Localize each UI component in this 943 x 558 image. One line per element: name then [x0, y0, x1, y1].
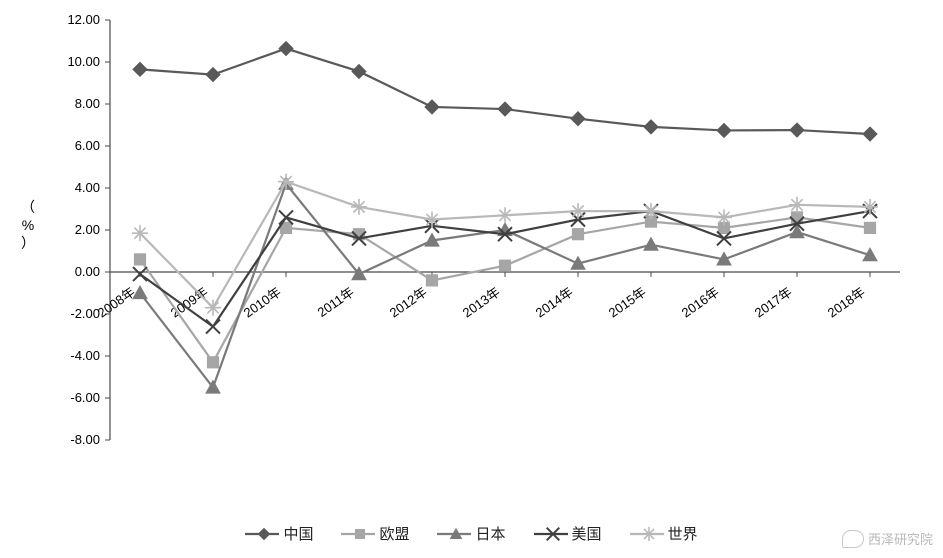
legend-item: 中国 [245, 523, 313, 544]
svg-text:10.00: 10.00 [67, 54, 100, 69]
legend-label: 美国 [572, 523, 602, 544]
svg-text:-6.00: -6.00 [70, 390, 100, 405]
legend-label: 欧盟 [379, 523, 409, 544]
svg-text:2017年: 2017年 [752, 284, 795, 320]
svg-text:2014年: 2014年 [533, 284, 576, 320]
svg-text:2013年: 2013年 [460, 284, 503, 320]
svg-text:2016年: 2016年 [679, 284, 722, 320]
svg-text:2.00: 2.00 [75, 222, 100, 237]
legend-label: 中国 [283, 523, 313, 544]
svg-text:2015年: 2015年 [606, 284, 649, 320]
legend-item: 美国 [534, 523, 602, 544]
svg-text:8.00: 8.00 [75, 96, 100, 111]
svg-text:-4.00: -4.00 [70, 348, 100, 363]
wechat-icon [842, 530, 864, 548]
svg-text:-8.00: -8.00 [70, 432, 100, 447]
legend-item: 世界 [630, 523, 698, 544]
svg-text:2018年: 2018年 [825, 284, 868, 320]
svg-text:（: （ [21, 199, 35, 215]
svg-text:12.00: 12.00 [67, 12, 100, 27]
legend-item: 欧盟 [341, 523, 409, 544]
gdp-growth-line-chart: -8.00-6.00-4.00-2.000.002.004.006.008.00… [0, 0, 943, 558]
svg-text:4.00: 4.00 [75, 180, 100, 195]
watermark: 西泽研究院 [842, 529, 933, 548]
legend-label: 日本 [475, 523, 505, 544]
svg-text:2012年: 2012年 [387, 284, 430, 320]
svg-text:0.00: 0.00 [75, 264, 100, 279]
svg-text:2009年: 2009年 [168, 284, 211, 320]
svg-text:）: ） [21, 235, 35, 251]
svg-text:2011年: 2011年 [315, 284, 357, 320]
svg-text:%: % [22, 217, 34, 233]
legend-item: 日本 [437, 523, 505, 544]
chart-legend: 中国 欧盟 日本 美国 世界 [0, 508, 943, 558]
watermark-text: 西泽研究院 [868, 529, 933, 548]
legend-label: 世界 [668, 523, 698, 544]
chart-plot-area: -8.00-6.00-4.00-2.000.002.004.006.008.00… [0, 0, 943, 508]
svg-text:2008年: 2008年 [95, 284, 138, 320]
svg-text:6.00: 6.00 [75, 138, 100, 153]
